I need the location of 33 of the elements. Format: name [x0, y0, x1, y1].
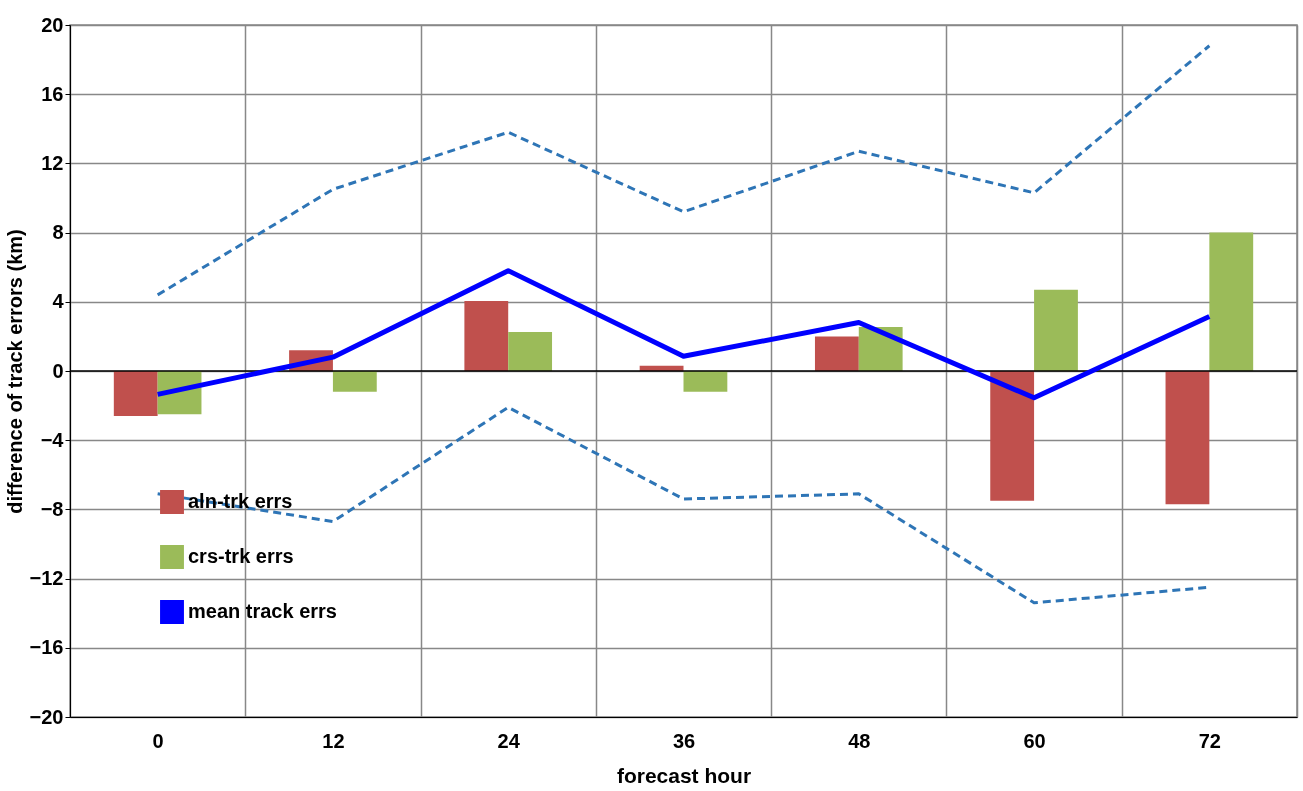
bar [1165, 371, 1210, 505]
legend-label: crs-trk errs [188, 545, 294, 567]
y-tick-label: −16 [29, 636, 64, 659]
y-tick-label: −12 [29, 567, 64, 590]
bar [332, 371, 377, 392]
y-tick-label: 8 [52, 221, 64, 244]
y-tick-label: −20 [29, 705, 64, 728]
bar [464, 300, 509, 371]
x-tick-label: 72 [1198, 729, 1221, 752]
y-tick-label: 0 [52, 359, 64, 382]
x-tick-label: 36 [672, 729, 696, 752]
bar [990, 371, 1035, 501]
bar [683, 371, 728, 392]
y-tick-label: 12 [41, 151, 64, 174]
line-series [156, 44, 1211, 297]
bar [113, 371, 158, 416]
y-axis-title: difference of track errors (km) [3, 229, 26, 514]
x-tick-label: 48 [848, 729, 871, 752]
bar [508, 332, 553, 371]
y-tick-label: 16 [41, 82, 64, 105]
x-tick-label: 60 [1023, 729, 1046, 752]
x-tick-label: 24 [497, 729, 521, 752]
y-tick-label: −4 [40, 428, 65, 451]
y-tick-label: −8 [40, 497, 64, 520]
y-tick-label: 4 [52, 290, 65, 313]
bar [1034, 289, 1078, 371]
x-axis-title: forecast hour [616, 763, 752, 787]
legend-label: mean track errs [188, 600, 337, 622]
y-tick-label: 20 [41, 13, 64, 36]
x-tick-label: 12 [322, 729, 345, 752]
bar [1209, 232, 1254, 371]
bar [814, 336, 859, 371]
x-tick-label: 0 [152, 729, 164, 752]
